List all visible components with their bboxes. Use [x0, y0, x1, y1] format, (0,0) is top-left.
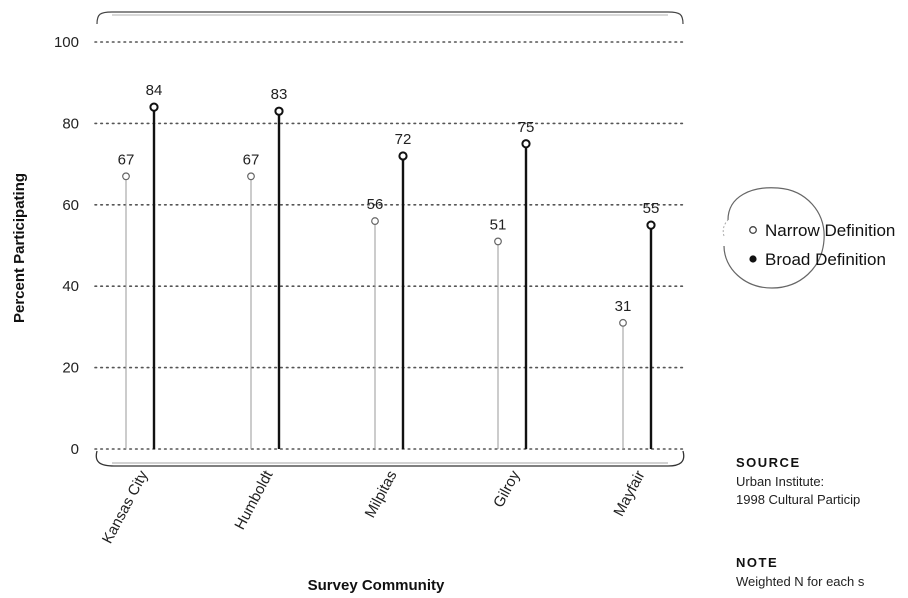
note-heading: NOTE — [736, 555, 779, 570]
y-tick-label-100: 100 — [54, 34, 79, 51]
y-tick-label-80: 80 — [62, 115, 79, 132]
y-tick-label-20: 20 — [62, 360, 79, 377]
legend-circle — [723, 187, 825, 289]
value-label-broad-0: 84 — [146, 82, 163, 99]
value-label-broad-3: 75 — [518, 119, 535, 136]
marker-broad-2 — [398, 151, 408, 161]
legend-label-narrow: Narrow Definition — [765, 221, 895, 240]
source-line-2: 1998 Cultural Particip — [736, 492, 861, 507]
marker-broad-1 — [274, 106, 284, 116]
value-label-narrow-0: 67 — [118, 151, 135, 168]
legend-label-broad: Broad Definition — [765, 250, 886, 269]
legend-marker-narrow — [749, 226, 757, 234]
value-label-broad-1: 83 — [271, 86, 288, 103]
bottom-bracket — [95, 450, 685, 467]
marker-narrow-4 — [619, 318, 627, 327]
top-bracket-line — [96, 11, 684, 25]
category-label-2: Milpitas — [362, 468, 401, 521]
value-label-narrow-1: 67 — [243, 151, 260, 168]
gridlines — [94, 41, 684, 450]
value-label-narrow-3: 51 — [490, 216, 507, 233]
legend: Narrow Definition Broad Definition — [722, 187, 895, 289]
value-label-narrow-2: 56 — [367, 196, 384, 213]
legend-circle-sketch — [722, 219, 729, 237]
marker-broad-3 — [521, 139, 531, 149]
marker-broad-0 — [149, 102, 159, 112]
data-labels: 67 84 67 83 56 72 51 75 31 55 — [118, 82, 660, 315]
y-axis-title: Percent Participating — [11, 173, 28, 323]
value-label-broad-2: 72 — [395, 131, 412, 148]
y-tick-label-60: 60 — [62, 197, 79, 214]
y-axis-ticks: 0 20 40 60 80 100 — [54, 34, 79, 458]
marker-narrow-2 — [371, 217, 379, 225]
note-block: NOTE Weighted N for each s — [736, 555, 908, 591]
source-heading: SOURCE — [736, 455, 801, 470]
source-line-1: Urban Institute: — [736, 474, 825, 489]
value-label-narrow-4: 31 — [615, 298, 632, 315]
category-label-4: Mayfair — [610, 468, 648, 519]
marker-broad-4 — [646, 220, 656, 230]
data-stems — [122, 102, 656, 449]
category-label-1: Humboldt — [231, 467, 277, 532]
category-label-3: Gilroy — [490, 467, 524, 510]
legend-marker-broad — [749, 255, 757, 263]
marker-narrow-0 — [122, 172, 130, 181]
y-tick-label-40: 40 — [62, 278, 79, 295]
top-bracket — [96, 11, 684, 25]
value-label-broad-4: 55 — [643, 200, 660, 217]
category-label-0: Kansas City — [99, 467, 152, 546]
y-tick-label-0: 0 — [71, 441, 79, 458]
note-line-1: Weighted N for each s — [736, 574, 865, 589]
bottom-bracket-line — [95, 450, 685, 467]
marker-narrow-3 — [494, 237, 502, 246]
source-block: SOURCE Urban Institute: 1998 Cultural Pa… — [736, 455, 908, 509]
marker-narrow-1 — [247, 172, 255, 181]
x-axis-categories: Kansas City Humboldt Milpitas Gilroy Mayfair — [99, 467, 649, 546]
x-axis-title: Survey Community — [308, 577, 445, 594]
